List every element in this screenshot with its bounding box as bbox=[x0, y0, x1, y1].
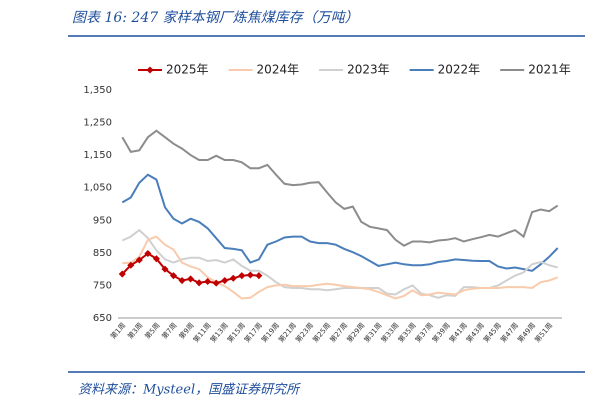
source: 资料来源：Mysteel，国盛证券研究所 bbox=[78, 382, 301, 398]
legend-label: 2021年 bbox=[528, 63, 571, 77]
y-tick-label: 850 bbox=[93, 248, 112, 259]
point-marker bbox=[161, 265, 169, 273]
y-tick-label: 750 bbox=[93, 280, 112, 291]
y-tick-label: 1,350 bbox=[83, 85, 112, 96]
point-marker bbox=[187, 275, 195, 283]
y-tick-label: 1,050 bbox=[83, 183, 112, 194]
point-marker bbox=[212, 279, 220, 287]
x-tick-label: 第7周 bbox=[160, 321, 179, 341]
legend-label: 2023年 bbox=[347, 63, 390, 77]
series-line bbox=[122, 235, 559, 300]
point-marker bbox=[204, 277, 212, 286]
legend-label: 2025年 bbox=[166, 63, 209, 77]
point-marker bbox=[127, 261, 135, 269]
y-tick-label: 950 bbox=[93, 215, 112, 226]
point-marker bbox=[238, 272, 246, 280]
point-marker bbox=[144, 249, 152, 258]
point-marker bbox=[169, 272, 178, 280]
point-marker bbox=[135, 256, 143, 264]
point-marker bbox=[246, 271, 254, 279]
y-tick-label: 1,250 bbox=[83, 118, 112, 129]
point-marker bbox=[255, 272, 263, 280]
legend-marker bbox=[146, 66, 154, 74]
point-marker bbox=[178, 277, 186, 285]
x-tick-label: 第5周 bbox=[143, 321, 162, 341]
y-tick-label: 650 bbox=[93, 313, 112, 324]
legend-label: 2024年 bbox=[257, 63, 300, 77]
chart-title: 图表 16: 247 家样本钢厂炼焦煤库存（万吨） bbox=[72, 10, 359, 26]
point-marker bbox=[221, 277, 229, 285]
point-marker bbox=[152, 255, 160, 263]
point-marker bbox=[118, 270, 126, 278]
x-tick-label: 第51周 bbox=[533, 321, 555, 344]
legend-label: 2022年 bbox=[438, 63, 481, 77]
series-line bbox=[121, 129, 559, 247]
y-tick-label: 1,150 bbox=[83, 150, 112, 161]
point-marker bbox=[195, 279, 203, 287]
series-line bbox=[121, 173, 559, 272]
x-tick-label: 第3周 bbox=[126, 321, 145, 341]
point-marker bbox=[229, 274, 237, 282]
